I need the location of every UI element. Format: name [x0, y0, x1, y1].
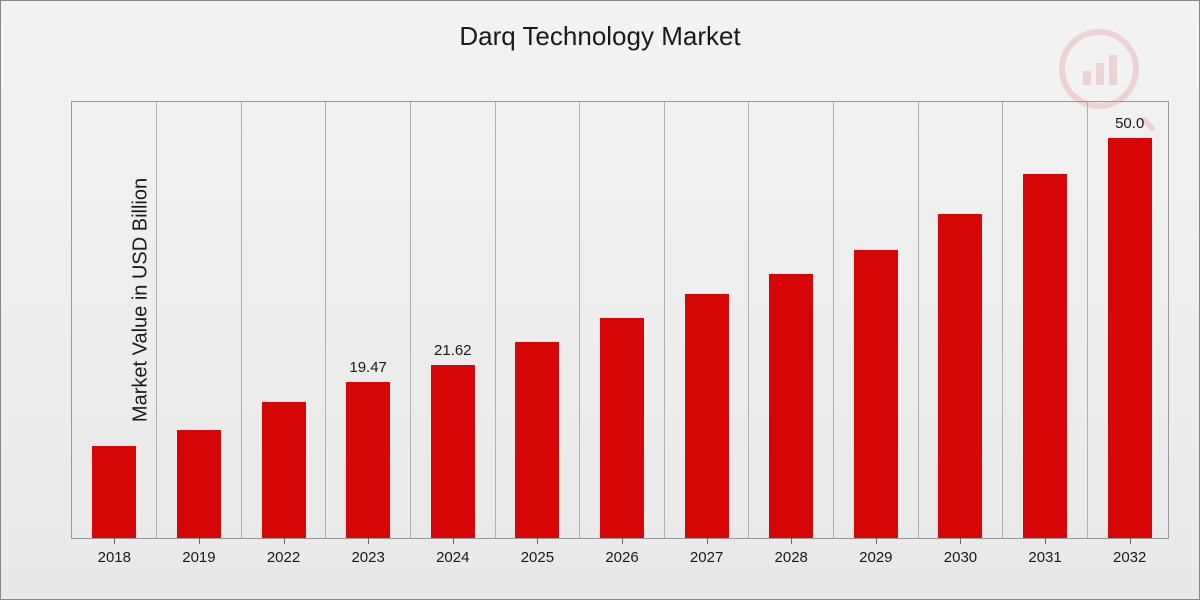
- x-tick-label: 2031: [1028, 549, 1061, 566]
- x-tick-mark: [537, 538, 538, 544]
- x-tick-mark: [114, 538, 115, 544]
- grid-line: [241, 102, 242, 538]
- x-tick-label: 2018: [98, 549, 131, 566]
- bar: [177, 430, 221, 538]
- bar-value-label: 21.62: [434, 342, 472, 359]
- x-tick-mark: [960, 538, 961, 544]
- x-tick-mark: [284, 538, 285, 544]
- grid-line: [579, 102, 580, 538]
- x-tick-label: 2023: [351, 549, 384, 566]
- x-tick-label: 2025: [521, 549, 554, 566]
- x-tick-mark: [791, 538, 792, 544]
- grid-line: [918, 102, 919, 538]
- x-tick-label: 2027: [690, 549, 723, 566]
- x-tick-label: 2032: [1113, 549, 1146, 566]
- grid-line: [325, 102, 326, 538]
- grid-line: [1002, 102, 1003, 538]
- chart-title: Darq Technology Market: [1, 21, 1199, 52]
- chart-container: Darq Technology Market Market Value in U…: [0, 0, 1200, 600]
- bar: [515, 342, 559, 538]
- bar: [346, 382, 390, 538]
- bar: [938, 214, 982, 538]
- grid-line: [748, 102, 749, 538]
- x-tick-label: 2019: [182, 549, 215, 566]
- bar-value-label: 50.0: [1115, 115, 1144, 132]
- bar: [431, 365, 475, 538]
- bar: [685, 294, 729, 538]
- x-tick-label: 2028: [775, 549, 808, 566]
- grid-line: [1087, 102, 1088, 538]
- bar: [1023, 174, 1067, 538]
- x-tick-mark: [453, 538, 454, 544]
- x-tick-mark: [622, 538, 623, 544]
- bar: [769, 274, 813, 538]
- bar: [854, 250, 898, 538]
- x-tick-label: 2024: [436, 549, 469, 566]
- grid-line: [664, 102, 665, 538]
- bar: [92, 446, 136, 538]
- bar: [600, 318, 644, 538]
- x-tick-label: 2022: [267, 549, 300, 566]
- grid-line: [495, 102, 496, 538]
- x-tick-mark: [199, 538, 200, 544]
- x-tick-label: 2026: [605, 549, 638, 566]
- bar: [1108, 138, 1152, 538]
- bar: [262, 402, 306, 538]
- x-tick-label: 2029: [859, 549, 892, 566]
- plot-area: 20182019202219.47202321.6220242025202620…: [71, 101, 1169, 539]
- x-tick-mark: [876, 538, 877, 544]
- x-tick-label: 2030: [944, 549, 977, 566]
- grid-line: [156, 102, 157, 538]
- x-tick-mark: [368, 538, 369, 544]
- grid-line: [410, 102, 411, 538]
- x-tick-mark: [1130, 538, 1131, 544]
- x-tick-mark: [707, 538, 708, 544]
- grid-line: [833, 102, 834, 538]
- bar-value-label: 19.47: [349, 359, 387, 376]
- x-tick-mark: [1045, 538, 1046, 544]
